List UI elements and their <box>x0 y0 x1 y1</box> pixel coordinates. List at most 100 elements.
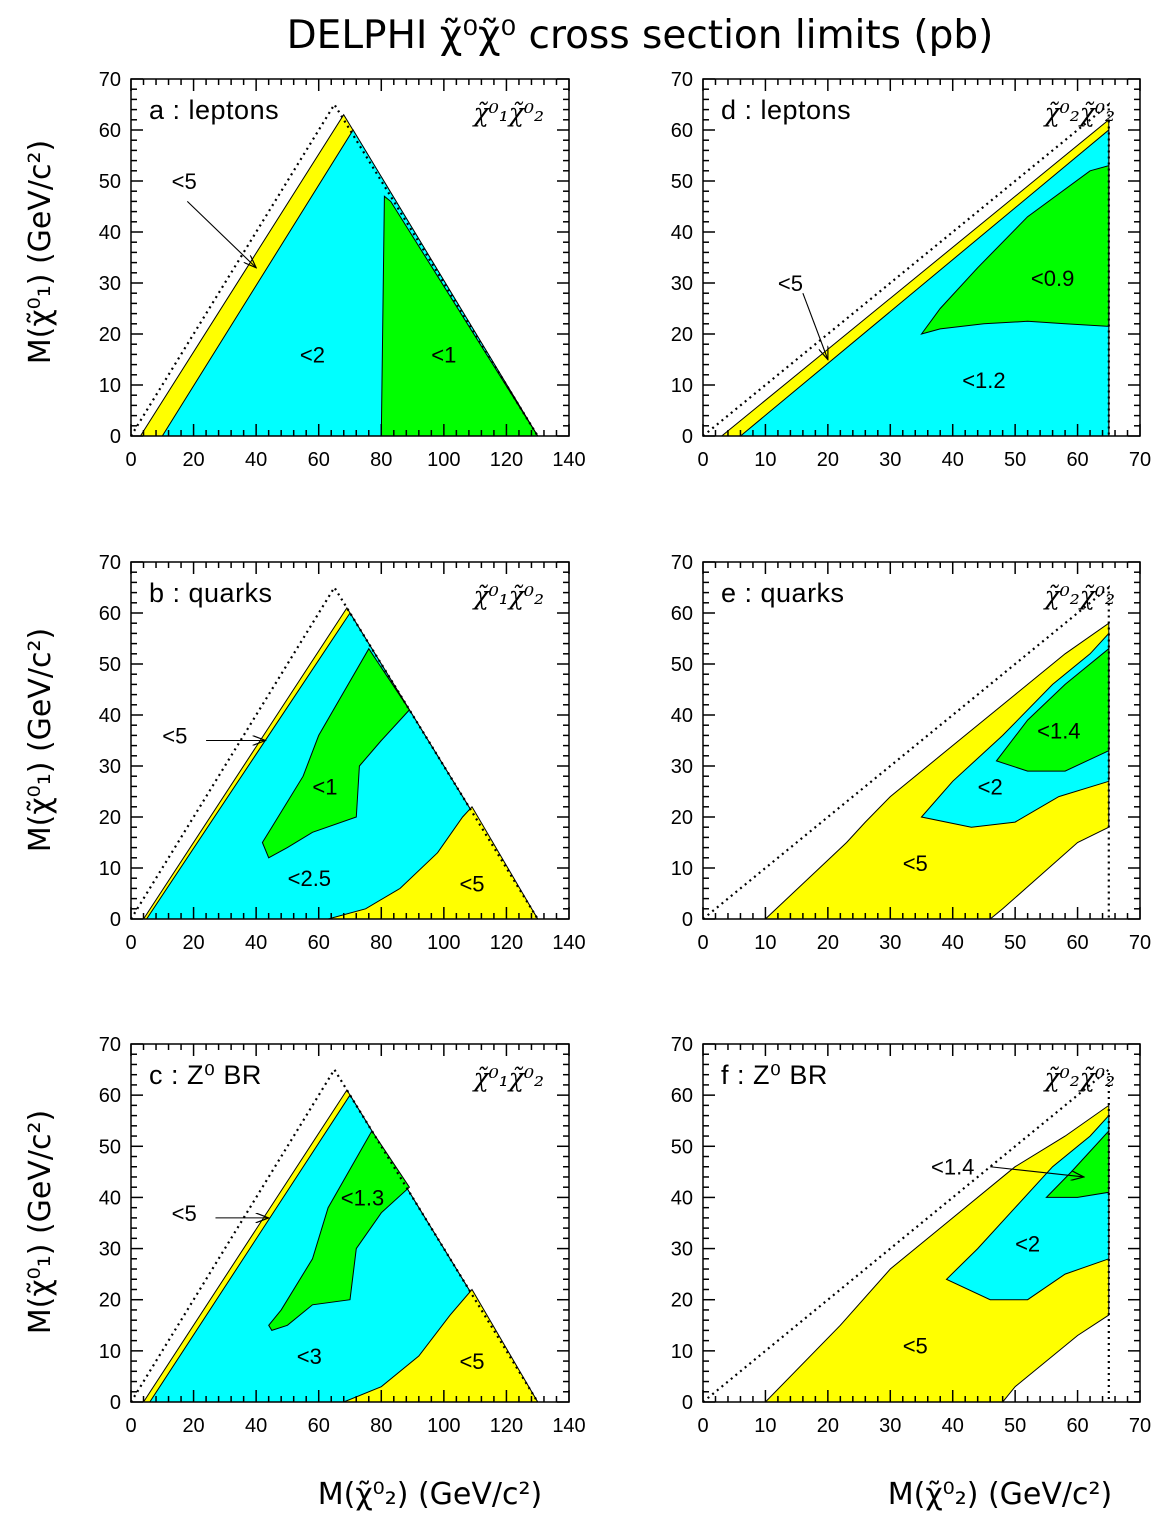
xlabel-left: M(χ̃⁰₂) (GeV/c²) <box>318 1477 542 1512</box>
y-tick-label-b: 70 <box>99 552 121 574</box>
ylabel-row-3: M(χ̃⁰₁) (GeV/c²) <box>23 1110 58 1334</box>
y-tick-label-b: 30 <box>99 756 121 778</box>
y-tick-label-a: 50 <box>99 171 121 193</box>
y-tick-label-a: 10 <box>99 375 121 397</box>
y-tick-label-f: 10 <box>671 1341 693 1363</box>
region-label-e: <2 <box>978 774 1003 799</box>
arrow-a <box>186 201 256 267</box>
x-tick-label-c: 80 <box>370 1415 392 1437</box>
y-tick-label-c: 40 <box>99 1187 121 1209</box>
region-label-c: <3 <box>297 1344 322 1369</box>
y-tick-label-d: 0 <box>682 426 693 448</box>
x-tick-label-a: 100 <box>427 449 460 471</box>
x-tick-label-d: 0 <box>697 449 708 471</box>
x-tick-label-b: 140 <box>552 932 585 954</box>
panel-b: 0 20 40 60 80 100 120 140 0 10 20 30 40 50 60 70 b : qua… <box>99 552 586 954</box>
region-label-b: <2.5 <box>288 866 331 891</box>
x-tick-label-e: 60 <box>1066 932 1088 954</box>
region-green-c-2 <box>268 1129 411 1331</box>
kinematic-limit-a <box>130 102 539 437</box>
y-tick-label-c: 50 <box>99 1136 121 1158</box>
x-tick-label-e: 70 <box>1129 932 1151 954</box>
region-yellow-f-0 <box>764 1104 1110 1402</box>
x-tick-label-e: 10 <box>754 932 776 954</box>
figure-title: DELPHI χ̃⁰χ̃⁰ cross section limits (pb) <box>287 13 994 58</box>
plot-area-c <box>142 1089 539 1402</box>
x-tick-label-b: 20 <box>182 932 204 954</box>
x-tick-label-c: 40 <box>245 1415 267 1437</box>
region-label-f: <1.4 <box>931 1155 974 1180</box>
kinematic-limit-b <box>130 585 539 920</box>
y-tick-label-a: 0 <box>110 426 121 448</box>
x-tick-label-d: 40 <box>942 449 964 471</box>
panel-e: 0 10 20 30 40 50 60 70 0 10 20 30 40 50 60 70 e : quarks… <box>671 552 1151 954</box>
x-tick-label-b: 120 <box>490 932 523 954</box>
x-tick-label-e: 20 <box>817 932 839 954</box>
y-tick-label-c: 30 <box>99 1239 121 1261</box>
process-label-f: χ̃⁰₂χ̃⁰₂ <box>1043 1063 1115 1092</box>
panel-f: 0 10 20 30 40 50 60 70 0 10 20 30 40 50 60 70 f : Z⁰ BR χ… <box>671 1034 1151 1437</box>
x-tick-label-e: 40 <box>942 932 964 954</box>
process-label-c: χ̃⁰₁χ̃⁰₂ <box>472 1063 544 1092</box>
plot-area-e <box>764 622 1110 919</box>
y-tick-label-f: 70 <box>671 1034 693 1056</box>
y-tick-label-d: 10 <box>671 375 693 397</box>
y-tick-label-e: 0 <box>682 909 693 931</box>
x-tick-label-f: 50 <box>1004 1415 1026 1437</box>
process-label-a: χ̃⁰₁χ̃⁰₂ <box>472 98 544 127</box>
plot-frame-f <box>702 1043 1141 1403</box>
x-tick-label-e: 0 <box>697 932 708 954</box>
panel-label-d: d : leptons <box>721 95 851 125</box>
y-tick-label-a: 70 <box>99 69 121 91</box>
y-tick-label-d: 60 <box>671 120 693 142</box>
x-tick-label-e: 30 <box>879 932 901 954</box>
y-tick-label-c: 0 <box>110 1392 121 1414</box>
region-label-b: <5 <box>459 871 484 896</box>
process-label-b: χ̃⁰₁χ̃⁰₂ <box>472 581 544 610</box>
region-label-c: <5 <box>459 1349 484 1374</box>
panel-label-a: a : leptons <box>149 95 279 125</box>
panel-label-c: c : Z⁰ BR <box>149 1060 262 1090</box>
y-tick-label-a: 30 <box>99 273 121 295</box>
y-tick-label-c: 70 <box>99 1034 121 1056</box>
y-tick-label-e: 70 <box>671 552 693 574</box>
x-tick-label-d: 20 <box>817 449 839 471</box>
process-label-e: χ̃⁰₂χ̃⁰₂ <box>1043 581 1115 610</box>
kinematic-limit-e <box>702 585 1110 920</box>
x-tick-label-d: 50 <box>1004 449 1026 471</box>
y-tick-label-e: 30 <box>671 756 693 778</box>
region-label-f: <5 <box>903 1334 928 1359</box>
x-tick-label-f: 70 <box>1129 1415 1151 1437</box>
x-tick-label-a: 0 <box>125 449 136 471</box>
x-tick-label-f: 10 <box>754 1415 776 1437</box>
x-tick-label-a: 120 <box>490 449 523 471</box>
region-yellow-c-3 <box>343 1288 539 1402</box>
x-tick-label-b: 80 <box>370 932 392 954</box>
x-tick-label-d: 30 <box>879 449 901 471</box>
x-tick-label-d: 10 <box>754 449 776 471</box>
process-label-d: χ̃⁰₂χ̃⁰₂ <box>1043 98 1115 127</box>
x-tick-label-a: 80 <box>370 449 392 471</box>
x-tick-label-c: 140 <box>552 1415 585 1437</box>
ylabel-row-2: M(χ̃⁰₁) (GeV/c²) <box>23 628 58 852</box>
region-label-d: <5 <box>778 271 803 296</box>
plot-area-b <box>142 606 539 919</box>
region-label-a: <2 <box>300 342 325 367</box>
arrow-d <box>802 293 828 359</box>
x-tick-label-c: 0 <box>125 1415 136 1437</box>
x-tick-label-f: 20 <box>817 1415 839 1437</box>
x-tick-label-e: 50 <box>1004 932 1026 954</box>
y-tick-label-c: 10 <box>99 1341 121 1363</box>
y-tick-label-b: 60 <box>99 603 121 625</box>
region-label-b: <5 <box>162 723 187 748</box>
panel-label-f: f : Z⁰ BR <box>721 1060 828 1090</box>
y-tick-label-c: 60 <box>99 1085 121 1107</box>
y-tick-label-e: 60 <box>671 603 693 625</box>
region-cyan-e-1 <box>920 632 1110 828</box>
region-label-b: <1 <box>312 774 337 799</box>
panel-a: 0 20 40 60 80 100 120 140 0 10 20 30 40 50 60 70 a : lep… <box>99 69 586 471</box>
region-label-e: <5 <box>903 851 928 876</box>
x-tick-label-b: 60 <box>308 932 330 954</box>
panel-label-b: b : quarks <box>149 578 273 608</box>
